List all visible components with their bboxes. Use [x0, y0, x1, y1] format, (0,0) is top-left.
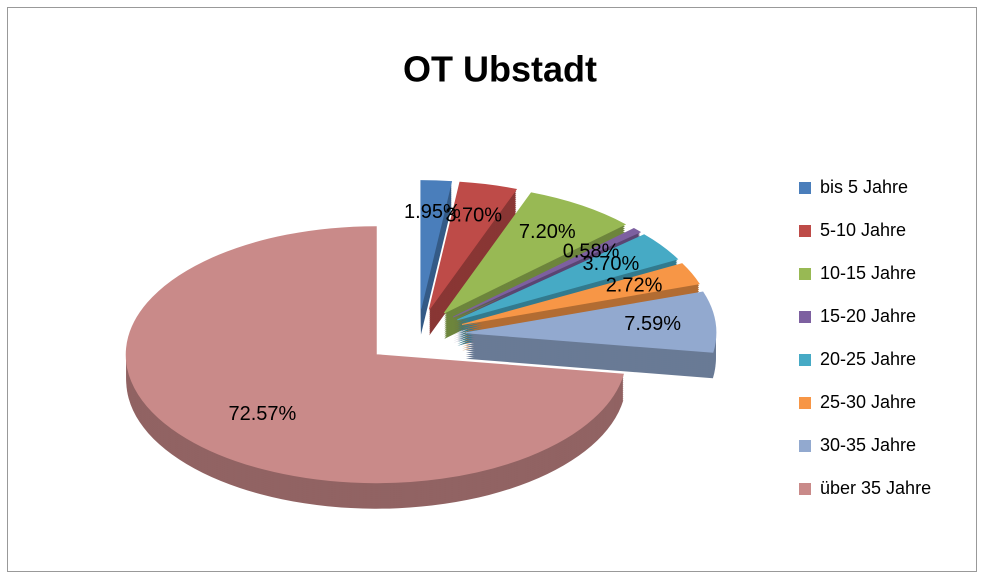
slice — [428, 181, 518, 310]
legend-swatch — [799, 483, 811, 495]
legend-swatch — [799, 440, 811, 452]
legend-label: bis 5 Jahre — [820, 177, 908, 197]
data-label: 7.20% — [519, 221, 576, 243]
legend-swatch — [799, 354, 811, 366]
data-label: 3.70% — [445, 204, 502, 226]
legend-label: 5-10 Jahre — [820, 220, 906, 240]
data-label: 72.57% — [228, 403, 296, 425]
slice — [453, 228, 642, 318]
data-label: 7.59% — [624, 313, 681, 335]
data-label: 3.70% — [583, 253, 640, 275]
legend-label: über 35 Jahre — [820, 478, 931, 498]
legend-label: 20-25 Jahre — [820, 349, 916, 369]
slice — [461, 263, 700, 325]
chart-title: OT Ubstadt — [403, 49, 597, 90]
slice — [443, 192, 627, 314]
legend-swatch — [799, 311, 811, 323]
legend-swatch — [799, 182, 811, 194]
slice — [457, 234, 679, 321]
legend-label: 30-35 Jahre — [820, 435, 916, 455]
slice — [465, 291, 717, 353]
legend-label: 25-30 Jahre — [820, 392, 916, 412]
legend-swatch — [799, 225, 811, 237]
data-label: 0.58% — [563, 240, 620, 262]
legend-swatch — [799, 268, 811, 280]
slice — [125, 226, 624, 484]
data-label: 2.72% — [606, 275, 663, 297]
legend-label: 15-20 Jahre — [820, 306, 916, 326]
data-label: 1.95% — [404, 201, 461, 223]
slice — [420, 180, 453, 309]
legend-swatch — [799, 397, 811, 409]
legend-label: 10-15 Jahre — [820, 263, 916, 283]
